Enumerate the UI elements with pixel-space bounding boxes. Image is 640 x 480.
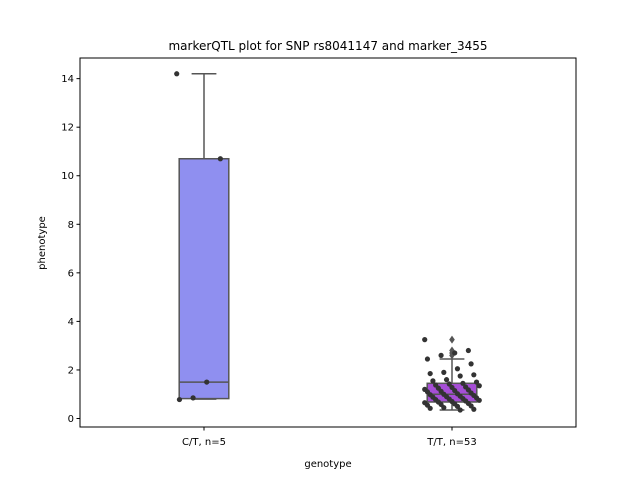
data-point <box>457 407 463 413</box>
data-point <box>471 406 477 412</box>
strip-points <box>174 71 223 403</box>
y-tick-label: 10 <box>61 171 74 182</box>
data-point <box>174 71 180 77</box>
y-tick-label: 8 <box>68 220 74 231</box>
data-point <box>443 377 450 383</box>
outlier-marker <box>449 335 455 344</box>
x-axis: C/T, n=5 T/T, n=53 <box>182 427 477 448</box>
data-point <box>471 372 477 378</box>
plot-area <box>174 71 482 413</box>
data-point <box>476 397 482 403</box>
y-tick-label: 14 <box>61 74 74 85</box>
data-point <box>438 352 444 358</box>
y-tick-label: 2 <box>68 365 74 376</box>
data-point <box>457 373 463 379</box>
data-point <box>454 366 461 372</box>
data-point <box>465 347 471 354</box>
data-point <box>468 361 474 367</box>
y-tick-label: 4 <box>68 317 74 328</box>
box-iqr <box>178 157 230 400</box>
data-point <box>441 404 447 411</box>
data-point <box>176 396 183 403</box>
data-point <box>204 379 210 385</box>
data-point <box>476 383 482 389</box>
y-axis: 0 2 4 6 8 10 12 14 <box>61 74 80 425</box>
chart-title: markerQTL plot for SNP rs8041147 and mar… <box>168 39 487 53</box>
strip-points <box>422 337 482 413</box>
box-group <box>178 73 230 400</box>
y-axis-label: phenotype <box>37 216 48 270</box>
data-point <box>427 370 433 377</box>
data-point <box>430 378 436 384</box>
y-tick-label: 0 <box>68 414 74 425</box>
x-tick-label: T/T, n=53 <box>426 437 476 448</box>
x-axis-label: genotype <box>304 459 351 470</box>
axes-frame <box>79 57 577 428</box>
x-tick-label: C/T, n=5 <box>182 437 226 448</box>
y-tick-label: 6 <box>68 268 74 279</box>
data-point <box>473 379 480 385</box>
data-point <box>460 380 466 386</box>
data-point <box>422 337 428 343</box>
data-point <box>217 156 223 162</box>
y-tick-label: 12 <box>61 123 74 134</box>
data-point <box>190 395 196 401</box>
data-point <box>427 405 433 411</box>
data-point <box>424 356 431 362</box>
data-point <box>441 369 447 375</box>
data-point <box>454 403 461 409</box>
data-point <box>452 350 458 356</box>
